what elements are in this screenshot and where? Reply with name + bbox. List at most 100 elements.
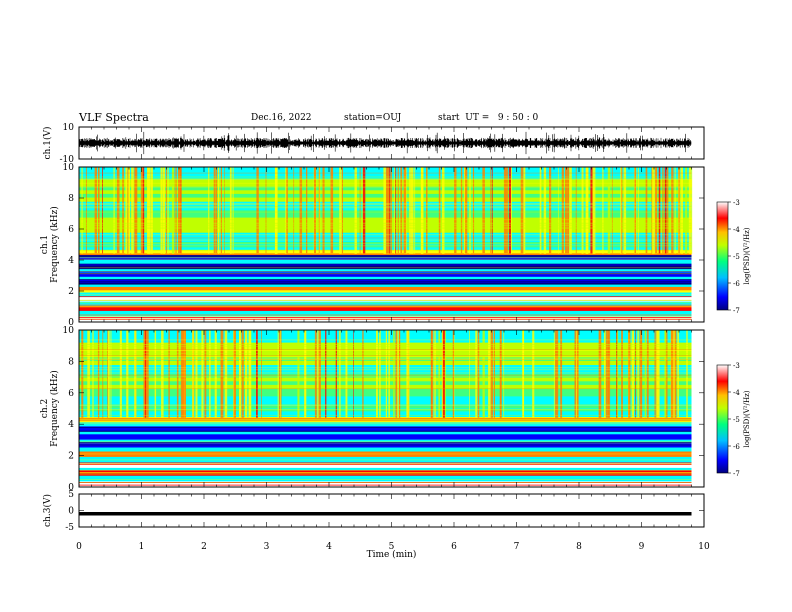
y-tick-label: 10: [63, 326, 75, 336]
ch2-spectrogram-streak: [379, 330, 381, 418]
ch1-spectrogram-line: [79, 273, 692, 275]
ch2-spectrogram-streak: [241, 330, 244, 418]
y-tick-label: 4: [68, 256, 74, 266]
ch2-spectrogram-line: [79, 463, 692, 464]
ch1-spectrogram-streak: [426, 167, 428, 254]
ch2-spectrogram-band: [79, 392, 692, 397]
ch2-spectrogram-line: [79, 379, 692, 381]
ch2-spectrogram-line: [79, 415, 692, 416]
ch1-spectrogram-streak: [134, 167, 137, 254]
ch2-spectrogram-streak: [574, 330, 576, 418]
ch2-spectrogram-streak: [488, 330, 491, 418]
ch1-spectrogram-band: [79, 288, 692, 290]
ch1-spectrogram-line: [79, 182, 692, 184]
ch1-spectrogram-streak: [285, 167, 287, 254]
ch1-spectrogram-streak: [634, 167, 636, 254]
ch2-spectrogram-streak: [195, 330, 198, 418]
ch1-spectrogram-line: [79, 258, 692, 260]
ch2-spectrogram-line: [79, 346, 692, 347]
ch1-spectrogram-line: [79, 172, 692, 174]
station-label: station=OUJ: [344, 113, 402, 123]
ch2-spectrogram-streak: [628, 330, 631, 418]
ch1-spectrogram-streak: [213, 167, 216, 254]
colorbar-tick-label: -7: [733, 470, 740, 478]
y-tick-label: -5: [65, 523, 74, 533]
ch2-spectrogram-band: [79, 445, 692, 447]
y-tick-label: 8: [68, 357, 74, 367]
ch2-spectrogram-streak: [433, 330, 435, 418]
ch2-spectrogram-streak: [397, 330, 399, 418]
ch1-spectrogram-streak: [549, 167, 552, 254]
colorbar-tick-label: -6: [733, 280, 740, 288]
ch1-spectrogram-line: [79, 203, 692, 204]
ch1-spectrogram-band: [79, 307, 692, 309]
ch2-spectrogram-streak: [605, 330, 608, 418]
ch1-spectrogram-band: [79, 283, 692, 285]
ch2-spectrogram-line: [79, 459, 692, 461]
ch2-spectrogram-band: [79, 474, 692, 476]
ch2-spectrogram-band: [79, 481, 692, 483]
ch2-spectrogram-line: [79, 359, 692, 360]
y-tick-label: 10: [63, 163, 75, 173]
ch1-spectrogram-streak: [286, 167, 288, 254]
ch1-spectrogram-streak: [383, 167, 386, 254]
ch1-spectrogram-streak: [655, 167, 658, 254]
ch1-spectrogram-streak: [386, 167, 389, 254]
ch2-spectrogram-streak: [204, 330, 207, 418]
ch2-spectrogram-streak: [353, 330, 354, 418]
ch1-spectrogram-streak: [127, 167, 130, 254]
ch2-spectrogram-band: [79, 421, 692, 423]
date-label: Dec.16, 2022: [251, 113, 312, 123]
ch1-spectrogram-line: [79, 207, 692, 209]
ch1-spectrogram-band: [79, 291, 692, 293]
colorbar-tick-label: -5: [733, 416, 740, 424]
ch2-spectrogram-streak: [339, 330, 341, 418]
ch1-spectrogram-streak: [623, 167, 627, 254]
ch1-spectrogram-streak: [503, 167, 506, 254]
ch1-spectrogram-streak: [330, 167, 333, 254]
ch2-spectrogram-line: [79, 369, 692, 371]
ch2-spectrogram-streak: [598, 330, 601, 418]
ch1-spectrogram-line: [79, 318, 692, 320]
ch1-spectrogram-line: [79, 228, 692, 229]
ch2-spectrogram-streak: [134, 330, 137, 418]
ch2-spectrogram-band: [79, 442, 692, 445]
ch1-spectrogram-line: [79, 234, 692, 236]
ch2-spectrogram-band: [79, 434, 692, 436]
ch2-spectrogram-line: [79, 376, 692, 377]
ch1-spectrogram-streak: [256, 167, 259, 254]
ch1-spectrogram-streak: [322, 167, 325, 254]
ch1-spectrogram-streak: [314, 167, 316, 254]
ch1-spectrogram-band: [79, 309, 692, 311]
ch1-spectrogram-streak: [523, 167, 526, 254]
colorbars: -3 -4 -5 -6 -7 log(PSD)(V²/Hz) -3 -4 -5 -6 -7 log(P…: [716, 199, 751, 478]
ch1-spectrogram-streak: [594, 167, 596, 254]
ch1-spectrogram-streak: [318, 167, 320, 254]
ch1-spectrogram-line: [79, 226, 692, 228]
ch2-spectrogram-streak: [657, 330, 660, 418]
y-axis-label: Frequency (kHz): [49, 206, 60, 283]
ch1-spectrogram-streak: [667, 167, 669, 254]
ch1-spectrogram-streak: [403, 167, 407, 254]
ch2-spectrogram-band: [79, 349, 692, 354]
ch2-spectrogram-streak: [261, 330, 262, 418]
ch1-spectrogram-streak: [131, 167, 134, 254]
ch2-spectrogram-line: [79, 453, 692, 455]
ch2-spectrogram-streak: [345, 330, 348, 418]
ch2-spectrogram-streak: [335, 330, 337, 418]
ch1-spectrogram-band: [79, 266, 692, 268]
ch2-spectrogram-band: [79, 454, 692, 456]
ch2-spectrogram-streak: [499, 330, 502, 418]
ch1-spectrogram-line: [79, 299, 692, 301]
ch2-spectrogram-streak: [482, 330, 485, 418]
ch1-spectrogram-line: [79, 302, 692, 303]
ch1-spectrogram-streak: [611, 167, 613, 254]
ch1-spectrogram-band: [79, 279, 692, 281]
ch1-spectrogram-line: [79, 253, 692, 254]
ch2-spectrogram-band: [79, 443, 692, 445]
ch2-spectrogram-streak: [430, 330, 434, 418]
ch2-spectrogram-streak: [224, 330, 228, 418]
ch1-spectrogram-streak: [299, 167, 303, 254]
ch2-spectrogram-line: [79, 421, 692, 422]
ch1-spectrogram-line: [79, 178, 692, 179]
